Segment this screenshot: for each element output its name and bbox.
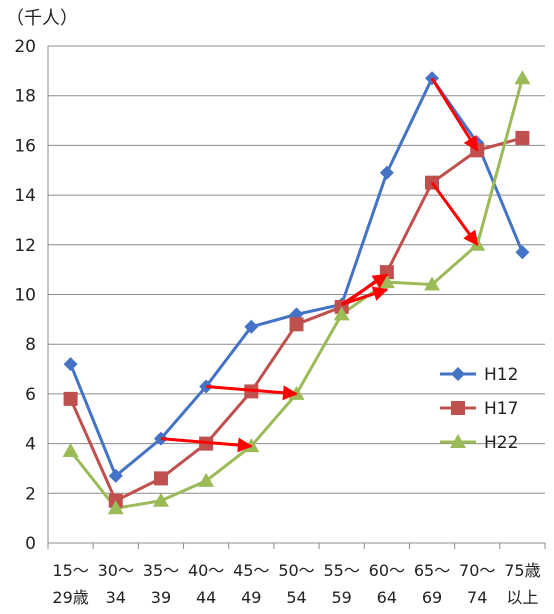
annotation-arrow xyxy=(430,77,479,152)
x-tick-label: 54 xyxy=(286,588,306,607)
data-point-square xyxy=(153,471,168,486)
data-point-diamond xyxy=(244,319,259,334)
x-tick-label: 49 xyxy=(241,588,261,607)
data-point-triangle xyxy=(152,492,169,507)
data-point-diamond xyxy=(108,468,123,483)
x-tick-label: 65～ xyxy=(414,561,450,580)
y-tick-label: 14 xyxy=(14,186,36,206)
x-tick-label: 59 xyxy=(332,588,352,607)
legend-label: H12 xyxy=(484,365,518,385)
x-tick-label: 60～ xyxy=(369,561,405,580)
x-tick-label: 35～ xyxy=(143,561,179,580)
x-tick-label: 29歳 xyxy=(52,588,88,607)
y-tick-label: 10 xyxy=(14,286,36,306)
x-tick-label: 64 xyxy=(377,588,397,607)
data-point-square xyxy=(289,317,304,332)
data-point-triangle xyxy=(333,306,350,321)
legend-label: H22 xyxy=(484,433,518,453)
data-point-triangle xyxy=(107,500,124,515)
x-tick-label: 30～ xyxy=(98,561,134,580)
y-tick-label: 20 xyxy=(14,37,36,57)
x-tick-label: 以上 xyxy=(506,588,538,607)
x-tick-label: 75歳 xyxy=(504,561,540,580)
data-point-square xyxy=(63,391,78,406)
x-tick-label: 34 xyxy=(106,588,126,607)
legend-label: H17 xyxy=(484,399,518,419)
x-tick-label: 55～ xyxy=(323,561,359,580)
data-point-triangle xyxy=(514,70,531,85)
annotation-arrow xyxy=(206,384,298,401)
annotation-arrow xyxy=(341,286,389,306)
data-point-triangle xyxy=(198,472,215,487)
x-tick-label: 50～ xyxy=(278,561,314,580)
unit-label: （千人） xyxy=(6,8,78,29)
data-point-diamond xyxy=(379,165,394,180)
y-tick-label: 4 xyxy=(25,435,36,455)
data-point-triangle xyxy=(62,443,79,458)
y-tick-label: 2 xyxy=(25,484,36,504)
y-tick-label: 0 xyxy=(25,534,36,554)
annotation-arrow xyxy=(340,273,389,306)
data-point-diamond xyxy=(451,367,465,381)
data-point-diamond xyxy=(63,357,78,372)
data-point-square xyxy=(451,401,465,415)
series-line-h12 xyxy=(69,76,524,478)
x-tick-label: 15～ xyxy=(52,561,88,580)
x-tick-label: 40～ xyxy=(188,561,224,580)
x-tick-label: 69 xyxy=(422,588,442,607)
annotation-arrow xyxy=(430,181,479,247)
data-point-square xyxy=(515,130,530,145)
y-tick-label: 16 xyxy=(14,136,36,156)
x-tick-label: 39 xyxy=(151,588,171,607)
x-tick-label: 70～ xyxy=(459,561,495,580)
annotation-arrow xyxy=(160,437,253,453)
x-tick-label: 45～ xyxy=(233,561,269,580)
y-tick-label: 12 xyxy=(14,236,36,256)
x-tick-label: 74 xyxy=(467,588,487,607)
y-tick-label: 6 xyxy=(25,385,36,405)
data-point-triangle xyxy=(450,434,466,448)
y-tick-label: 18 xyxy=(14,87,36,107)
data-point-diamond xyxy=(515,245,530,260)
y-tick-label: 8 xyxy=(25,335,36,355)
data-point-triangle xyxy=(424,276,441,291)
x-tick-label: 44 xyxy=(196,588,216,607)
